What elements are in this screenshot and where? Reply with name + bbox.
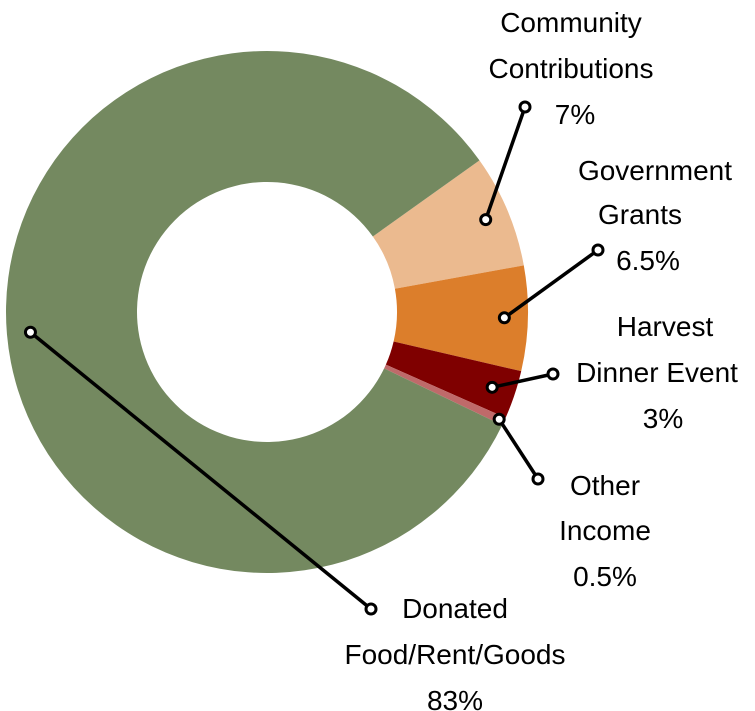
value-label-1-2: 6.5% [616, 245, 680, 276]
slice-0 [372, 160, 524, 289]
leader-line-0 [484, 106, 527, 221]
value-label-0-2: 7% [555, 99, 595, 130]
slice-label-4-0: Donated [402, 593, 508, 624]
slice-label-0-1: Contributions [489, 53, 654, 84]
leader-dot-1-0 [497, 311, 511, 325]
value-label-4-2: 83% [427, 685, 483, 711]
value-label-3-2: 0.5% [573, 561, 637, 592]
leader-line-2 [491, 372, 554, 390]
slice-label-2-0: Harvest [617, 311, 714, 342]
slices-group [5, 50, 528, 573]
leader-dot-3-0 [492, 412, 506, 426]
leader-line-1 [503, 248, 600, 320]
value-label-2-2: 3% [643, 403, 683, 434]
leader-dot-2-1 [546, 367, 560, 381]
leader-dot-2-0 [485, 380, 499, 394]
slice-2 [385, 341, 522, 418]
labels-group: Community Contributions 7% Government Grants… [344, 7, 738, 711]
slice-label-0-0: Community [500, 7, 642, 38]
leader-dot-0-0 [479, 213, 493, 227]
leader-dot-4-0 [23, 325, 37, 339]
leader-line-4 [29, 330, 373, 611]
leader-dot-3-1 [531, 472, 545, 486]
leader-dot-0-1 [518, 100, 532, 114]
slice-label-3-1: Income [559, 515, 651, 546]
slice-label-1-1: Grants [598, 199, 682, 230]
leader-line-3 [497, 418, 540, 480]
slice-label-1-0: Government [578, 155, 732, 186]
leader-lines-group [23, 100, 605, 616]
leader-dot-4-1 [364, 602, 378, 616]
slice-label-2-1: Dinner Event [576, 357, 738, 388]
leader-dot-1-1 [591, 243, 605, 257]
slice-label-4-1: Food/Rent/Goods [344, 639, 565, 670]
slice-4 [5, 50, 503, 573]
slice-3 [384, 364, 506, 426]
slice-label-3-0: Other [570, 470, 640, 501]
slice-1 [393, 265, 528, 372]
